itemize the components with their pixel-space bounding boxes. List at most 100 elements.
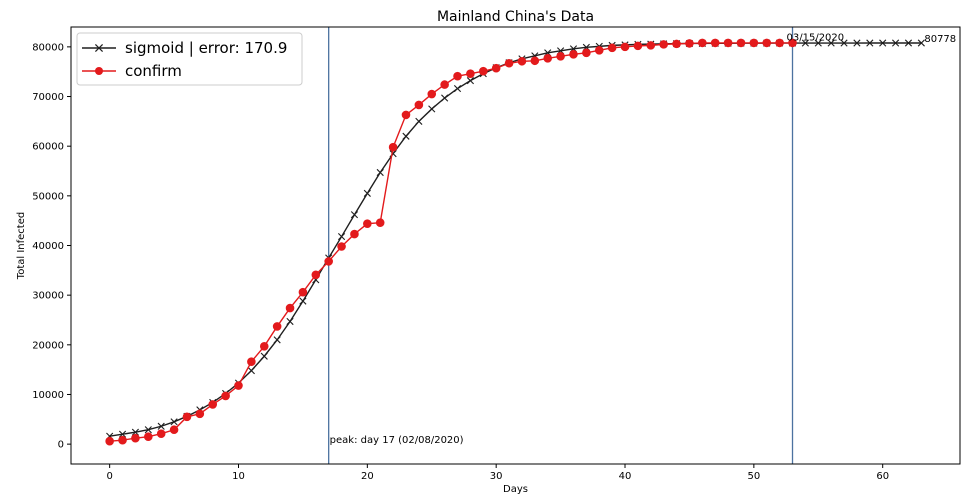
y-tick-label: 80000 (32, 42, 64, 53)
confirm-point (492, 64, 500, 72)
confirm-point (467, 70, 475, 78)
confirm-point (209, 401, 217, 409)
confirm-point (428, 90, 436, 98)
confirm-point (235, 382, 243, 390)
confirm-point (402, 111, 410, 119)
confirm-point (711, 39, 719, 47)
x-tick-label: 0 (106, 471, 112, 482)
legend-label: confirm (125, 62, 182, 80)
confirm-point (351, 230, 359, 238)
series-line-2 (110, 43, 793, 441)
confirm-point (660, 41, 668, 49)
confirm-point (750, 39, 758, 47)
confirm-point (145, 433, 153, 441)
confirm-point (260, 343, 268, 351)
confirm-point (583, 49, 591, 57)
x-tick-label: 40 (619, 471, 632, 482)
confirm-point (557, 52, 565, 60)
chart-title: Mainland China's Data (437, 9, 594, 25)
y-axis-label: Total Infected (16, 212, 27, 280)
plot-area: peak: day 17 (02/08/2020) 03/15/2020 80778 (106, 27, 956, 464)
confirm-point (776, 39, 784, 47)
sigmoid-point (274, 337, 280, 343)
sigmoid-point (300, 298, 306, 304)
confirm-point (454, 72, 462, 80)
confirm-point (737, 39, 745, 47)
confirm-point (595, 47, 603, 55)
confirm-point (364, 220, 372, 228)
y-tick-label: 50000 (32, 191, 64, 202)
peak-annotation: peak: day 17 (02/08/2020) (330, 435, 464, 446)
confirm-point (479, 67, 487, 75)
y-tick-label: 60000 (32, 142, 64, 153)
legend-label: sigmoid | error: 170.9 (125, 39, 287, 57)
confirm-point (325, 258, 333, 266)
x-axis: 0 10 20 30 40 50 60 (106, 464, 889, 482)
x-axis-label: Days (503, 484, 528, 495)
confirm-point (222, 392, 230, 400)
confirm-point (699, 39, 707, 47)
confirm-point (338, 243, 346, 251)
y-tick-label: 40000 (32, 241, 64, 252)
x-tick-label: 10 (232, 471, 245, 482)
confirm-point (170, 426, 178, 434)
y-tick-label: 30000 (32, 291, 64, 302)
legend-dot-marker (95, 67, 103, 75)
confirm-point (299, 288, 307, 296)
confirm-point (531, 57, 539, 65)
sigmoid-point (364, 190, 370, 196)
confirm-point (157, 430, 165, 438)
x-tick-label: 50 (747, 471, 760, 482)
confirm-point (673, 40, 681, 48)
x-tick-label: 60 (876, 471, 889, 482)
final-value-annotation: 80778 (924, 34, 956, 45)
confirm-point (132, 434, 140, 442)
y-tick-label: 10000 (32, 390, 64, 401)
sigmoid-point (338, 233, 344, 239)
sigmoid-point (416, 118, 422, 124)
x-tick-label: 20 (361, 471, 374, 482)
sigmoid-point (441, 95, 447, 101)
sigmoid-point (351, 212, 357, 218)
sigmoid-point (403, 133, 409, 139)
confirm-point (544, 54, 552, 62)
sigmoid-point (454, 85, 460, 91)
confirm-point (183, 413, 191, 421)
y-tick-label: 20000 (32, 340, 64, 351)
confirm-point (647, 42, 655, 50)
confirm-point (196, 410, 204, 418)
confirm-point (106, 437, 114, 445)
y-tick-label: 70000 (32, 92, 64, 103)
confirm-point (441, 81, 449, 89)
confirm-point (634, 42, 642, 50)
confirm-point (286, 304, 294, 312)
confirm-point (608, 44, 616, 52)
confirm-point (415, 101, 423, 109)
sigmoid-point (287, 318, 293, 324)
confirm-point (312, 271, 320, 279)
sigmoid-point (248, 367, 254, 373)
confirm-point (686, 40, 694, 48)
sigmoid-point (377, 169, 383, 175)
confirm-point (621, 43, 629, 51)
sigmoid-point (429, 106, 435, 112)
x-tick-label: 30 (490, 471, 503, 482)
sigmoid-point (261, 353, 267, 359)
confirm-point (570, 51, 578, 59)
confirm-point (273, 323, 281, 331)
y-tick-label: 0 (58, 440, 64, 451)
sigmoid-point (467, 77, 473, 83)
confirm-point (518, 57, 526, 65)
confirm-point (248, 358, 256, 366)
y-axis: 0 10000 20000 30000 40000 50000 60000 70000 8000… (32, 42, 71, 450)
legend: sigmoid | error: 170.9 confirm (77, 33, 302, 85)
confirm-point (724, 39, 732, 47)
confirm-point (389, 143, 397, 151)
confirm-point (505, 59, 513, 67)
confirm-point (119, 436, 127, 444)
confirm-point (376, 219, 384, 227)
sigmoid-point (171, 419, 177, 425)
confirm-point (763, 39, 771, 47)
